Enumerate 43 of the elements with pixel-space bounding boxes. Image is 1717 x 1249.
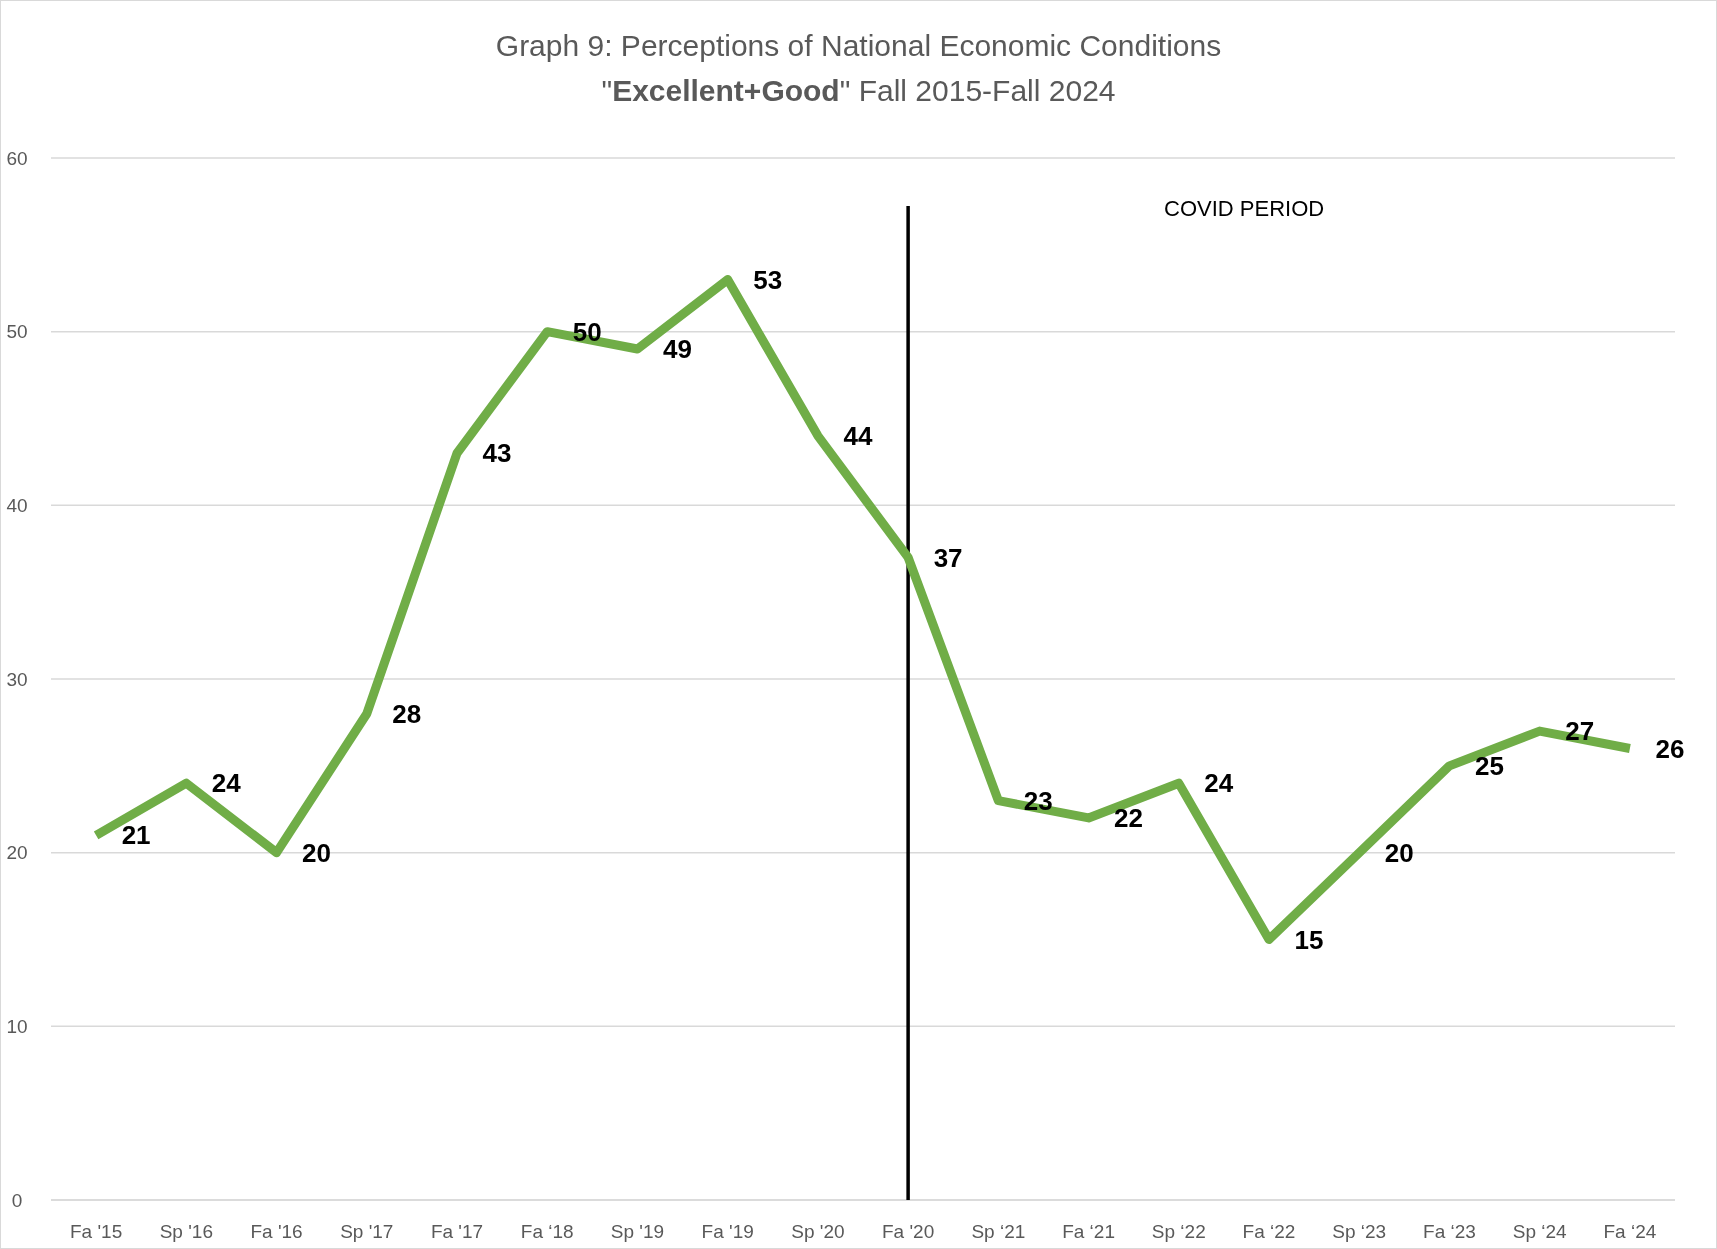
x-tick-label: Fa '15 [70,1221,123,1242]
data-label: 20 [302,837,332,868]
data-label: 15 [1294,924,1324,955]
x-tick-label: Sp '19 [610,1221,665,1242]
data-label: 28 [392,698,422,729]
x-tick-label: Sp ‘24 [1512,1221,1568,1242]
data-label: 49 [662,334,692,365]
y-tick-label: 40 [6,494,28,516]
y-tick-label: 50 [6,321,28,343]
data-label: 24 [211,768,242,799]
x-tick-label: Fa '19 [701,1221,754,1242]
y-tick-label: 0 [11,1189,23,1211]
chart-subtitle: "Excellent+Good" Fall 2015-Fall 2024 [601,74,1116,107]
data-label: 53 [753,264,783,295]
ref-line-label: COVID PERIOD [1164,196,1325,221]
y-tick-label: 30 [6,668,28,690]
x-tick-label: Fa ‘24 [1603,1221,1657,1242]
x-tick-label: Sp '16 [159,1221,213,1242]
data-label: 21 [121,820,151,851]
x-tick-label: Fa ‘23 [1423,1221,1476,1242]
data-label: 44 [843,420,873,451]
chart-title: Graph 9: Perceptions of National Economic Conditions [495,29,1222,62]
x-tick-label: Sp ‘22 [1151,1221,1206,1242]
x-tick-label: Fa ‘22 [1242,1221,1296,1242]
data-label: 20 [1384,837,1414,868]
x-tick-label: Sp '17 [340,1221,394,1242]
x-tick-label: Fa '20 [882,1221,935,1242]
x-tick-label: Fa '16 [250,1221,303,1242]
data-label: 26 [1655,733,1685,764]
data-label: 22 [1114,803,1144,834]
y-tick-label: 10 [6,1015,28,1037]
data-label: 43 [482,438,512,469]
x-tick-label: Sp '20 [791,1221,845,1242]
x-tick-label: Fa '17 [430,1221,484,1242]
data-label: 37 [933,542,963,573]
x-tick-label: Sp ‘21 [971,1221,1026,1242]
y-tick-label: 20 [6,842,28,864]
x-tick-label: Fa ‘21 [1062,1221,1115,1242]
y-tick-label: 60 [6,147,28,169]
x-tick-label: Fa ‘18 [520,1221,574,1242]
x-tick-label: Sp ‘23 [1332,1221,1387,1242]
data-label: 25 [1474,750,1504,781]
data-label: 24 [1204,768,1234,799]
